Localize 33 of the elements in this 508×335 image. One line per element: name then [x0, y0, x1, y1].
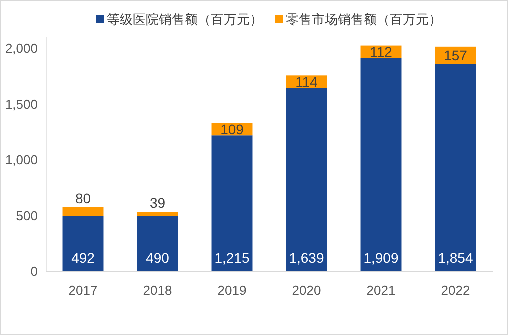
data-label: 39 [150, 195, 166, 212]
x-tick-label: 2017 [68, 283, 98, 298]
data-label: 1,215 [214, 250, 250, 266]
y-tick-label: 500 [16, 208, 38, 224]
bar [286, 88, 328, 271]
bar [137, 212, 178, 216]
x-tick-label: 2021 [366, 283, 396, 298]
x-tick-label: 2020 [292, 283, 322, 298]
y-tick-label: 2,000 [5, 41, 38, 56]
legend-label: 等级医院销售额（百万元） [107, 12, 263, 27]
data-label: 492 [72, 250, 96, 266]
bar [435, 64, 476, 271]
x-tick-label: 2018 [143, 283, 172, 298]
bar [62, 216, 104, 271]
y-tick-label: 1,000 [5, 152, 38, 168]
bar [360, 58, 402, 271]
bar [212, 136, 253, 271]
x-tick-label: 2019 [218, 283, 247, 298]
data-label: 1,909 [364, 250, 399, 266]
data-label: 1,639 [289, 250, 324, 266]
data-label: 114 [296, 74, 318, 90]
bar [62, 207, 104, 216]
bar [137, 216, 178, 271]
data-label: 109 [220, 122, 244, 138]
data-label: 80 [75, 190, 92, 206]
x-tick-label: 2022 [441, 283, 470, 298]
legend-label: 零售市场销售额（百万元） [286, 12, 442, 27]
data-label: 1,854 [438, 250, 474, 266]
data-label: 490 [146, 250, 170, 266]
data-label: 112 [370, 44, 393, 60]
data-label: 157 [444, 48, 468, 64]
y-tick-label: 1,500 [5, 96, 38, 112]
y-tick-label: 0 [30, 264, 38, 279]
